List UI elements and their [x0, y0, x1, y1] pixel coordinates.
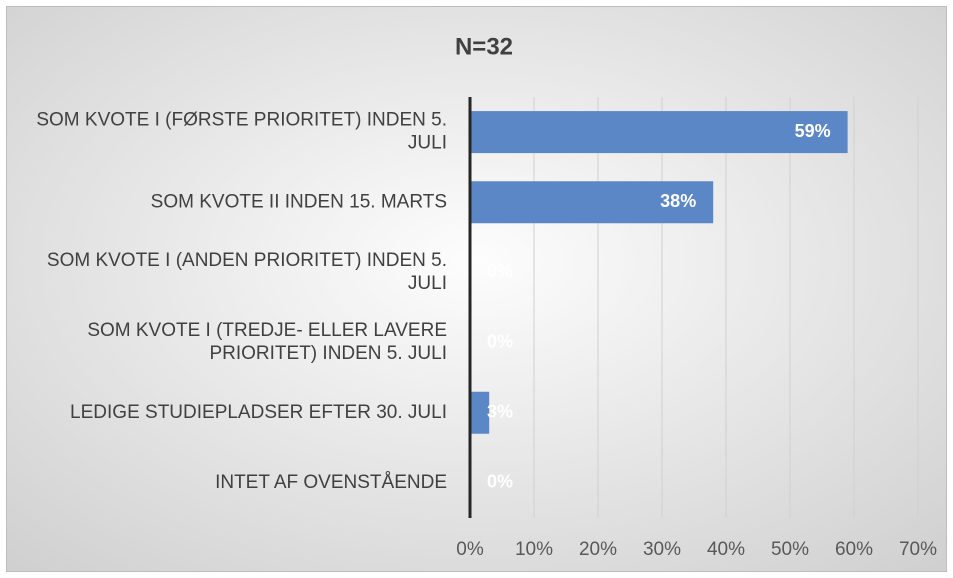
y-tick-label: LEDIGE STUDIEPLADSER EFTER 30. JULI — [70, 402, 447, 423]
data-label: 38% — [660, 191, 696, 211]
bar — [470, 181, 714, 224]
data-label: 3% — [487, 402, 513, 422]
data-label: 0% — [487, 261, 513, 281]
y-tick-label: SOM KVOTE II INDEN 15. MARTS — [151, 191, 447, 212]
x-tick-label: 40% — [707, 539, 745, 560]
data-label: 0% — [487, 331, 513, 351]
x-tick-label: 0% — [456, 539, 484, 560]
y-tick-label: SOM KVOTE I (ANDEN PRIORITET) INDEN 5. JU… — [47, 250, 447, 294]
data-label: 0% — [487, 472, 513, 492]
y-tick-label: SOM KVOTE I (FØRSTE PRIORITET) INDEN 5. J… — [36, 110, 447, 154]
bar — [470, 391, 490, 434]
x-tick-label: 70% — [899, 539, 937, 560]
data-label: 59% — [795, 121, 831, 141]
bar — [470, 111, 848, 154]
x-tick-label: 10% — [515, 539, 553, 560]
x-tick-label: 30% — [643, 539, 681, 560]
x-tick-label: 50% — [771, 539, 809, 560]
x-tick-label: 20% — [579, 539, 617, 560]
y-tick-label: INTET AF OVENSTÅENDE — [215, 472, 447, 493]
y-tick-label: SOM KVOTE I (TREDJE- ELLER LAVERE PRIORIT… — [87, 320, 447, 364]
chart-title: N=32 — [455, 33, 513, 60]
chart-background — [6, 6, 947, 572]
x-tick-label: 60% — [835, 539, 873, 560]
